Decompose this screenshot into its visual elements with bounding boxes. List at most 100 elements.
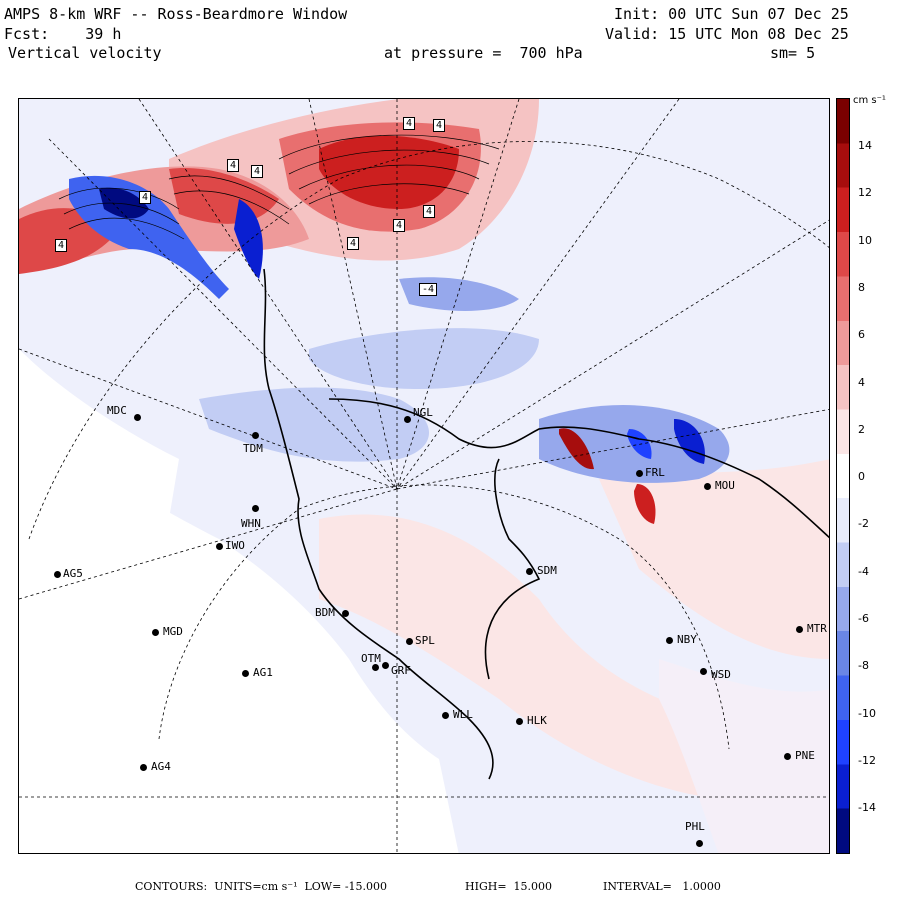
footer-high: HIGH= 15.000 — [465, 880, 553, 893]
map-panel: 4 4 4 4 4 4 -4 4 4 4 MDC TDM NGL FRL MOU WHN IWO AG5 SDM B… — [18, 98, 830, 854]
station-label: MTR — [807, 622, 827, 635]
map-canvas — [19, 99, 829, 853]
colorbar-tick-label: 6 — [858, 328, 865, 342]
station-label: HLK — [527, 714, 547, 727]
colorbar — [836, 98, 850, 854]
contour-label: 4 — [55, 239, 68, 252]
station-marker — [342, 610, 349, 617]
coastline-east — [484, 458, 541, 680]
descent-core-west — [99, 187, 149, 219]
forecast-hour: Fcst: 39 h — [4, 25, 122, 43]
wave-ascent-south — [634, 484, 656, 524]
mixed-region-southeast — [659, 659, 829, 853]
contour-label: 4 — [251, 165, 264, 178]
colorbar-unit: cm s⁻¹ — [853, 95, 886, 106]
ice-shelf-front — [328, 398, 829, 539]
valid-time: Valid: 15 UTC Mon 08 Dec 25 — [605, 25, 849, 43]
station-marker — [54, 571, 61, 578]
contour-label: 4 — [393, 219, 406, 232]
weak-ascent-region-east — [599, 459, 829, 659]
field-name: Vertical velocity — [8, 44, 162, 62]
station-label: WHN — [241, 517, 261, 530]
station-label: AG5 — [63, 567, 83, 580]
station-label: SDM — [537, 564, 557, 577]
station-marker — [252, 432, 259, 439]
station-marker — [216, 543, 223, 550]
station-marker — [526, 568, 533, 575]
contour-lines — [58, 134, 500, 240]
station-label: NGL — [413, 406, 433, 419]
station-marker — [404, 416, 411, 423]
station-marker — [796, 626, 803, 633]
colorbar-tick-label: 14 — [858, 139, 872, 152]
descent-streak — [234, 199, 263, 279]
colorbar-tick-label: -2 — [858, 517, 869, 531]
model-title: AMPS 8-km WRF -- Ross-Beardmore Window — [4, 5, 348, 23]
station-label: SPL — [415, 634, 435, 647]
descent-band-mid — [199, 387, 429, 462]
contour-label: 4 — [433, 119, 446, 132]
contour-label: 4 — [347, 237, 360, 250]
colorbar-tick-label: -8 — [858, 659, 869, 673]
station-label: BDM — [315, 606, 335, 619]
descent-band-north-mid — [309, 328, 539, 389]
station-label: IWO — [225, 539, 245, 552]
contour-label: 4 — [403, 117, 416, 130]
station-marker — [372, 664, 379, 671]
colorbar-tick-label: -14 — [858, 801, 876, 815]
station-label: OTM — [361, 652, 381, 665]
station-label: MDC — [107, 404, 127, 417]
colorbar-tick-label: 2 — [858, 422, 865, 436]
station-marker — [784, 753, 791, 760]
coastline-west — [263, 268, 494, 780]
station-label: AG4 — [151, 760, 171, 773]
footer-contours: CONTOURS: UNITS=cm s⁻¹ LOW= -15.000 — [135, 880, 388, 893]
station-label: PNE — [795, 749, 815, 762]
colorbar-tick-label: -6 — [858, 612, 869, 625]
station-label: MGD — [163, 625, 183, 638]
station-label: NBY — [677, 633, 697, 646]
colorbar-tick-label: 12 — [858, 186, 872, 200]
colorbar-tick-label: 4 — [858, 375, 865, 389]
near-zero-region-west — [19, 349, 179, 519]
station-label: WSD — [711, 668, 731, 681]
station-marker — [636, 470, 643, 477]
colorbar-tick-label: 0 — [858, 470, 865, 484]
near-zero-region — [19, 429, 459, 853]
station-marker — [242, 670, 249, 677]
station-marker — [516, 718, 523, 725]
pressure-level: at pressure = 700 hPa — [384, 44, 583, 62]
station-label: FRL — [645, 466, 665, 479]
station-marker — [152, 629, 159, 636]
station-label: AG1 — [253, 666, 273, 679]
station-marker — [134, 414, 141, 421]
contour-label: 4 — [139, 191, 152, 204]
smoothing-label: sm= 5 — [770, 44, 816, 62]
station-label: TDM — [243, 442, 263, 455]
contour-label: -4 — [419, 283, 438, 296]
init-time: Init: 00 UTC Sun 07 Dec 25 — [614, 5, 849, 23]
weak-ascent-region — [319, 514, 719, 799]
station-label: GRF — [391, 664, 411, 677]
contour-label: 4 — [423, 205, 436, 218]
colorbar-tick-label: -12 — [858, 753, 876, 767]
colorbar-tick-label: 8 — [858, 280, 865, 294]
station-marker — [704, 483, 711, 490]
station-marker — [140, 764, 147, 771]
station-label: PHL — [685, 820, 705, 833]
colorbar-tick-label: 10 — [858, 233, 872, 247]
station-marker — [442, 712, 449, 719]
wave-ascent-east — [559, 428, 594, 470]
station-marker — [700, 668, 707, 675]
colorbar-tick-label: -10 — [858, 706, 876, 720]
colorbar-tick-label: -4 — [858, 564, 869, 578]
station-label: WLL — [453, 708, 473, 721]
station-marker — [382, 662, 389, 669]
station-marker — [696, 840, 703, 847]
footer-interval: INTERVAL= 1.0000 — [603, 880, 721, 893]
station-label: MOU — [715, 479, 735, 492]
station-marker — [406, 638, 413, 645]
contour-label: 4 — [227, 159, 240, 172]
station-marker — [666, 637, 673, 644]
station-marker — [252, 505, 259, 512]
